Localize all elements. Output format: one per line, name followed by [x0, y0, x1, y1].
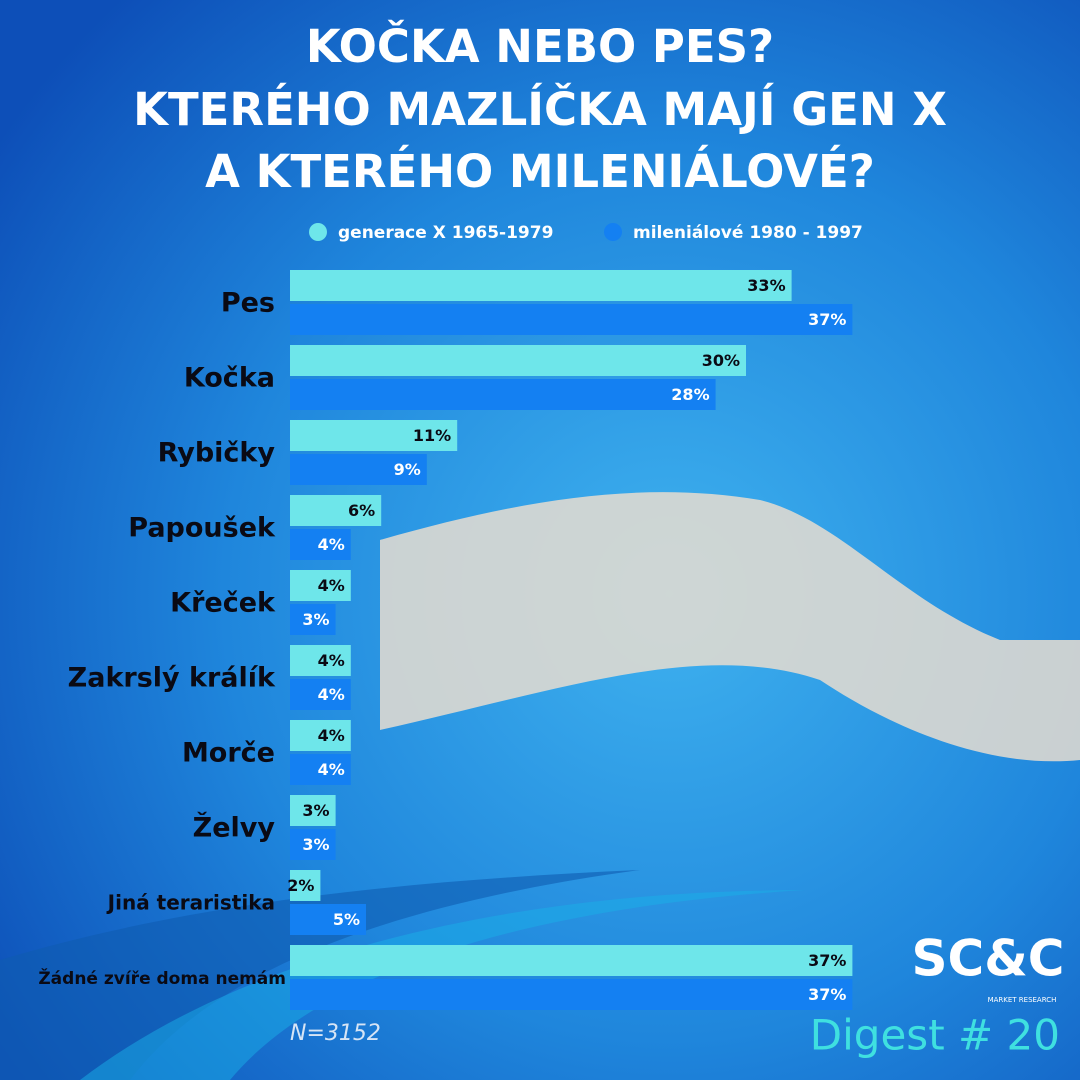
category-label: Křeček [170, 588, 276, 619]
value-label: 33% [747, 276, 785, 295]
bar [290, 570, 351, 601]
value-label: 3% [302, 835, 329, 854]
category-label: Jiná teraristika [106, 891, 275, 915]
bar [290, 679, 351, 710]
bar [290, 420, 458, 451]
bar [290, 720, 351, 751]
category-label: Papoušek [128, 513, 276, 544]
bar [290, 754, 351, 785]
bar [290, 529, 351, 560]
title-line: A KTERÉHO MILENIÁLOVÉ? [205, 145, 875, 198]
bar [290, 829, 336, 860]
bar [290, 495, 382, 526]
paw-decoration [380, 492, 1080, 762]
value-label: 37% [808, 985, 846, 1004]
bar [290, 304, 853, 335]
bar [290, 645, 351, 676]
sample-note: N=3152 [290, 1021, 381, 1046]
title-line: KTERÉHO MAZLÍČKA MAJÍ GEN X [133, 83, 947, 136]
value-label: 3% [302, 610, 329, 629]
value-label: 4% [318, 535, 345, 554]
bar [290, 979, 853, 1010]
bar [290, 379, 716, 410]
category-label: Zakrslý králík [68, 663, 276, 694]
legend-label: mileniálové 1980 - 1997 [633, 223, 863, 243]
value-label: 4% [318, 651, 345, 670]
value-label: 30% [702, 351, 740, 370]
bar [290, 904, 366, 935]
value-label: 9% [394, 460, 421, 479]
value-label: 4% [318, 685, 345, 704]
value-label: 6% [348, 501, 375, 520]
legend-label: generace X 1965-1979 [338, 223, 553, 243]
legend-swatch [604, 223, 622, 241]
value-label: 3% [302, 801, 329, 820]
bar [290, 345, 746, 376]
bar [290, 454, 427, 485]
value-label: 2% [287, 876, 314, 895]
value-label: 4% [318, 760, 345, 779]
bar [290, 795, 336, 826]
value-label: 37% [808, 310, 846, 329]
value-label: 4% [318, 576, 345, 595]
bar [290, 945, 853, 976]
value-label: 4% [318, 726, 345, 745]
title-line: KOČKA NEBO PES? [306, 20, 774, 73]
bar [290, 270, 792, 301]
value-label: 5% [333, 910, 360, 929]
category-label: Žádné zvíře doma nemám [38, 967, 286, 989]
category-label: Želvy [193, 812, 276, 844]
bar [290, 870, 321, 901]
category-label: Pes [221, 288, 275, 319]
wave [80, 890, 805, 1080]
logo: SC&C [911, 930, 1064, 988]
logo-subtitle: MARKET RESEARCH [988, 996, 1057, 1004]
category-label: Rybičky [158, 438, 276, 469]
value-label: 37% [808, 951, 846, 970]
category-label: Morče [182, 738, 275, 769]
legend-swatch [309, 223, 327, 241]
category-label: Kočka [184, 363, 275, 394]
value-label: 28% [671, 385, 709, 404]
bar [290, 604, 336, 635]
wave [0, 870, 640, 1080]
badge: Digest # 20 [810, 1011, 1060, 1060]
value-label: 11% [413, 426, 451, 445]
